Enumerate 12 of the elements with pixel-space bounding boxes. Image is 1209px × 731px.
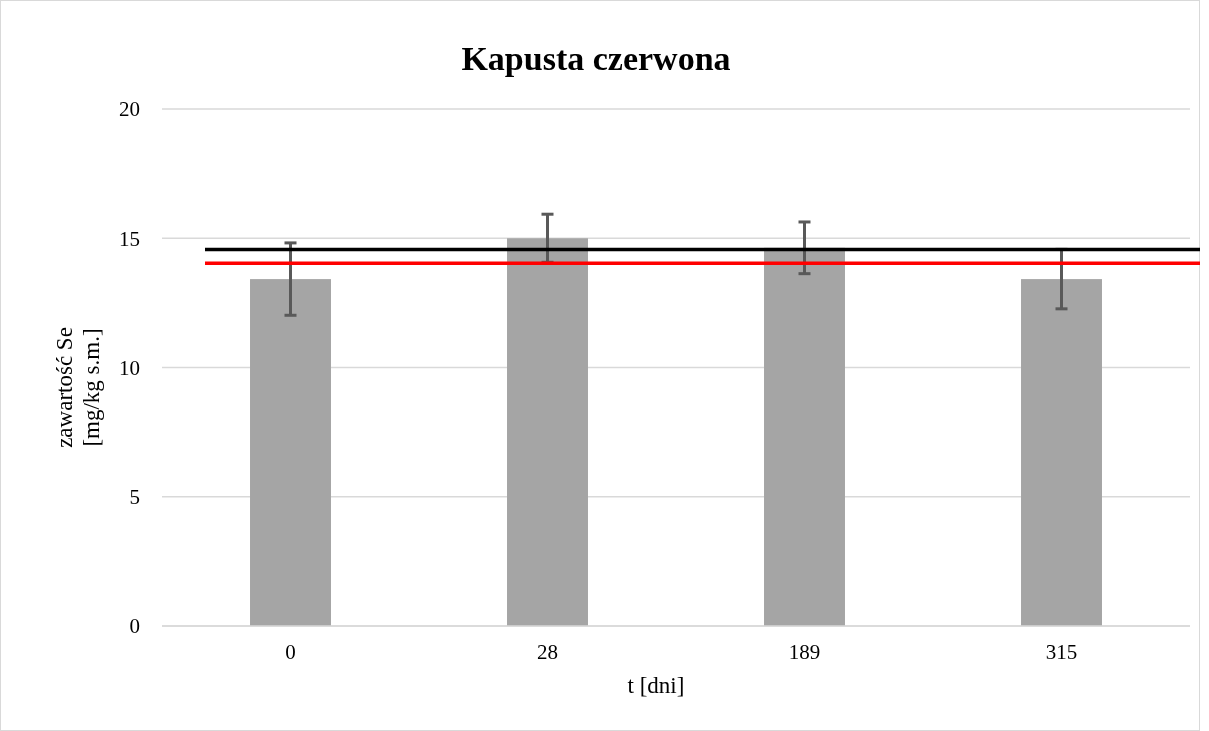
- y-tick-label: 15: [119, 226, 140, 251]
- chart-title: Kapusta czerwona: [461, 40, 731, 77]
- x-tick-label: 189: [788, 640, 821, 664]
- y-tick-label: 10: [119, 355, 140, 380]
- x-tick-label: 0: [285, 640, 296, 664]
- y-axis-title: zawartość Se [mg/kg s.m.]: [52, 327, 104, 448]
- y-tick-label: 0: [129, 614, 140, 639]
- y-tick-label: 20: [119, 97, 140, 122]
- x-tick-label: 28: [537, 640, 558, 664]
- y-tick-label: 5: [129, 485, 140, 510]
- x-tick-label: 315: [1045, 640, 1078, 664]
- x-axis-title: t [dni]: [627, 673, 685, 698]
